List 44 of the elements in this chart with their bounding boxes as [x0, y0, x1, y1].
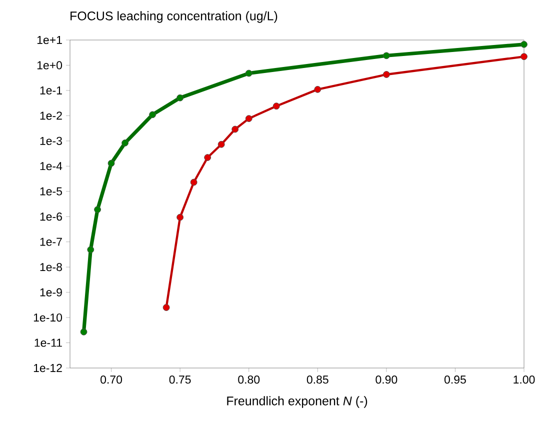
point	[122, 140, 128, 146]
point	[162, 304, 170, 311]
point	[94, 206, 101, 214]
point	[245, 115, 252, 122]
x-tick-label: 0.85	[306, 376, 328, 384]
y-tick-label: 1e-7	[40, 238, 62, 246]
point	[245, 70, 252, 77]
y-tick-label: 1e-10	[34, 313, 62, 322]
y-tick-label: 1e-8	[40, 263, 62, 272]
y-tick-label: 1e-12	[34, 364, 62, 372]
point	[87, 246, 94, 254]
point	[204, 154, 212, 161]
point	[176, 94, 184, 102]
point	[272, 102, 280, 110]
y-tick-label: 1e-5	[40, 187, 62, 196]
point	[149, 111, 156, 118]
point	[314, 86, 322, 93]
y-tick-label: 1e-9	[40, 288, 62, 296]
y-tick-label: 1e-11	[34, 338, 62, 347]
x-tick-label: 0.80	[238, 376, 260, 384]
y-tick-label: 1e-2	[40, 112, 62, 120]
x-tick-label: 0.90	[376, 376, 398, 384]
y-tick-label: 1e+1	[37, 36, 62, 44]
y-tick-label: 1e-6	[40, 212, 62, 221]
y-tick-label: 1e-4	[40, 162, 62, 170]
y-tick-label: 1e-3	[40, 136, 62, 145]
chart-title: FOCUS leaching concentration (ug/L)	[70, 11, 278, 23]
point	[190, 178, 198, 186]
x-tick-label: 0.70	[100, 376, 122, 384]
point	[382, 71, 390, 78]
y-tick-label: 1e+0	[37, 61, 62, 70]
y-tick-label: 1e-1	[40, 86, 62, 94]
point	[80, 328, 88, 336]
x-axis-title: Freundlich exponent N (-)	[227, 396, 368, 408]
x-tick-label: 0.95	[444, 376, 466, 384]
x-tick-label: 1.00	[514, 376, 535, 384]
point	[382, 52, 390, 60]
point	[218, 140, 225, 148]
x-tick-label: 0.75	[169, 376, 191, 384]
point	[232, 126, 239, 133]
point	[520, 40, 528, 48]
point	[108, 160, 115, 167]
point	[176, 214, 184, 221]
point	[520, 53, 528, 60]
